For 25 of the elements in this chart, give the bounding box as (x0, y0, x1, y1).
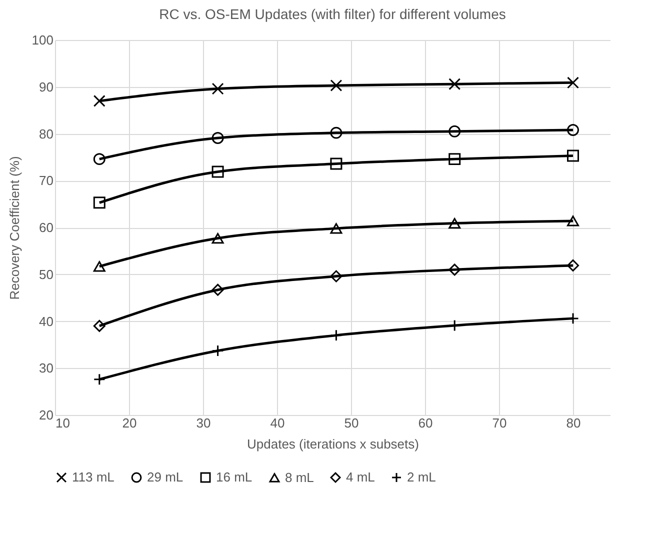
legend-label: 4 mL (346, 470, 375, 485)
x-axis-title: Updates (iterations x subsets) (247, 436, 419, 452)
legend-label: 2 mL (407, 470, 436, 485)
legend-label: 113 mL (72, 470, 114, 485)
y-tick-label: 60 (39, 220, 54, 235)
y-tick-label: 90 (39, 79, 54, 94)
x-tick-label: 10 (56, 416, 70, 430)
x-tick-label: 30 (196, 416, 211, 430)
x-tick-label: 70 (492, 416, 507, 430)
x-tick-label: 60 (418, 416, 433, 430)
chart-title: RC vs. OS-EM Updates (with filter) for different volumes (159, 6, 506, 22)
y-tick-label: 70 (39, 173, 54, 188)
x-tick-label: 50 (344, 416, 359, 430)
x-tick-label: 40 (270, 416, 285, 430)
y-axis-title: Recovery Coefficient (%) (6, 156, 22, 300)
legend-label: 8 mL (285, 470, 314, 485)
y-tick-label: 50 (39, 266, 54, 282)
legend-label: 16 mL (216, 470, 252, 485)
y-tick-label: 80 (39, 126, 54, 142)
y-tick-label: 30 (39, 360, 54, 376)
y-tick-label: 40 (39, 314, 54, 329)
x-tick-label: 80 (566, 416, 581, 430)
y-tick-label: 100 (32, 32, 54, 48)
x-tick-label: 20 (122, 416, 137, 430)
legend-label: 29 mL (147, 470, 184, 485)
